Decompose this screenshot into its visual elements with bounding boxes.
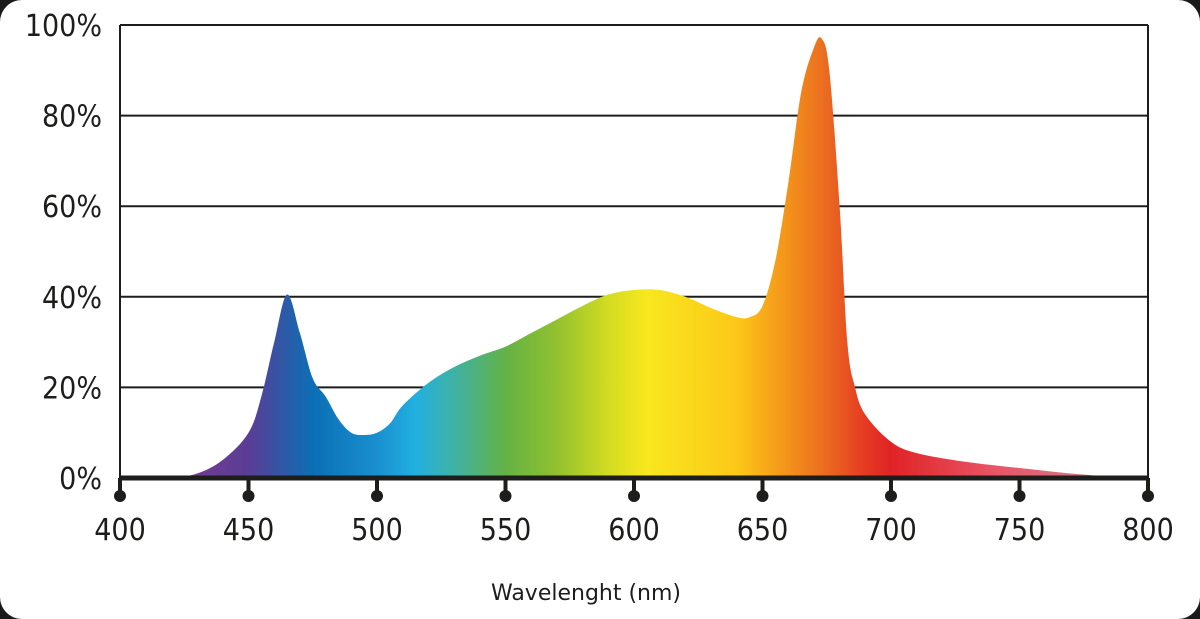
x-tick-label: 400 — [94, 513, 146, 548]
x-tick-label: 500 — [351, 513, 403, 548]
x-tick-label: 650 — [737, 513, 789, 548]
x-tick-dot — [1142, 490, 1154, 502]
y-tick-label: 100% — [25, 9, 102, 44]
x-axis-label: Wavelenght (nm) — [491, 581, 681, 606]
x-tick-dot — [499, 490, 512, 502]
x-tick-label: 800 — [1122, 513, 1174, 548]
x-tick-dot — [628, 490, 640, 502]
y-tick-label: 80% — [42, 100, 102, 135]
x-tick-label: 450 — [223, 513, 275, 548]
y-tick-label: 40% — [42, 281, 102, 316]
x-tick-dot — [242, 490, 255, 502]
y-tick-label: 20% — [42, 371, 102, 406]
spectrum-area — [120, 37, 1148, 478]
y-tick-label: 0% — [59, 462, 102, 497]
y-tick-label: 60% — [42, 190, 102, 225]
x-tick-dot — [114, 490, 126, 502]
x-tick-dot — [1013, 490, 1026, 502]
x-tick-dot — [371, 490, 383, 502]
x-tick-label: 750 — [994, 513, 1046, 548]
x-tick-label: 550 — [480, 513, 532, 548]
x-tick-dot — [756, 490, 769, 502]
x-tick-dot — [885, 490, 897, 502]
x-tick-label: 600 — [608, 513, 660, 548]
x-tick-label: 700 — [865, 513, 917, 548]
